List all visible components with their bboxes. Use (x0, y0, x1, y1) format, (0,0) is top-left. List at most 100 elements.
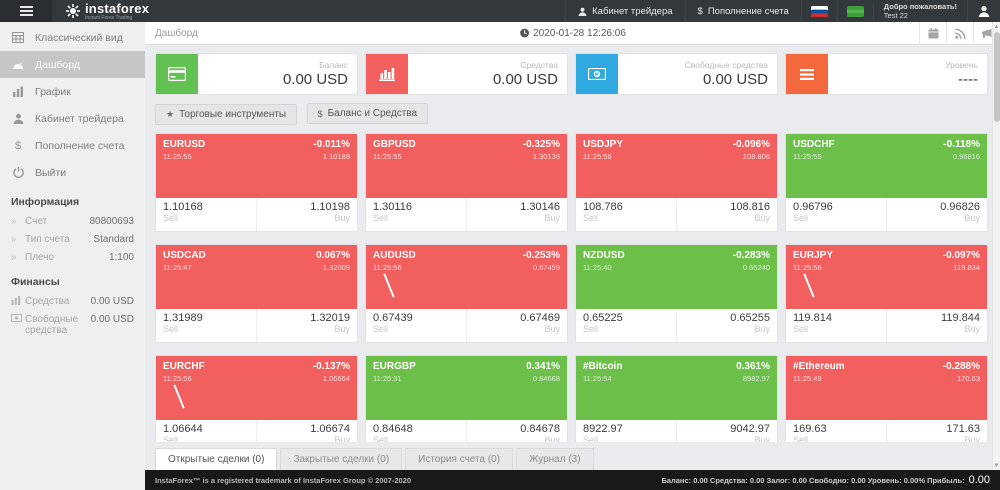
buy-quote[interactable]: 1.06674 Buy (257, 420, 357, 443)
sidebar-item-chart[interactable]: График (0, 78, 145, 105)
server-datetime: 2020-01-28 12:26:06 (519, 28, 626, 39)
tile-head[interactable]: USDJPY 11:25:56 -0.096% 108.806 (576, 133, 777, 198)
last-price: 170.63 (957, 373, 980, 383)
sell-quote[interactable]: 8922.97 Sell (576, 419, 677, 442)
buy-quote[interactable]: 1.32019 Buy (257, 309, 357, 342)
sidebar-item-deposit[interactable]: $ Пополнение счета (0, 132, 145, 159)
sell-label: Sell (793, 434, 809, 443)
instrument-symbol: #Ethereum (793, 360, 845, 372)
sidebar-item-label: Выйти (35, 166, 67, 179)
tile-head[interactable]: EURJPY 11:25:56 -0.097% 119.834 (786, 244, 987, 309)
calendar-icon[interactable] (919, 22, 946, 44)
tile-head[interactable]: USDCAD 11:25:47 0.067% 1.32009 (156, 244, 357, 309)
rss-icon[interactable] (946, 22, 973, 44)
tile-head[interactable]: EURCHF 11:25:56 -0.137% 1.06664 (156, 355, 357, 420)
free-margin-value: 0.00 USD (90, 313, 134, 325)
instrument-symbol: AUDUSD (373, 249, 416, 261)
tile-head[interactable]: EURUSD 11:25:55 -0.011% 1.10188 (156, 133, 357, 198)
sell-quote[interactable]: 0.96796 Sell (786, 197, 887, 231)
tile-head[interactable]: GBPUSD 11:25:55 -0.325% 1.30136 (366, 133, 567, 198)
avatar-button[interactable] (967, 0, 1000, 22)
sell-quote[interactable]: 0.67439 Sell (366, 308, 467, 342)
buy-price: 0.67469 (520, 311, 560, 324)
breadcrumb: Дашборд (155, 27, 198, 39)
buy-price: 119.844 (941, 311, 980, 324)
change-percent: -0.283% (732, 249, 770, 261)
sell-quote[interactable]: 108.786 Sell (576, 197, 677, 231)
buy-quote[interactable]: 9042.97 Buy (677, 420, 777, 443)
deposit-button[interactable]: $ Пополнение счета (684, 0, 801, 22)
sell-quote[interactable]: 1.10168 Sell (156, 197, 257, 231)
quote-time: 11:25:55 (163, 151, 192, 161)
buy-quote[interactable]: 0.84678 Buy (467, 420, 567, 443)
buy-quote[interactable]: 119.844 Buy (887, 309, 987, 342)
buy-quote[interactable]: 0.67469 Buy (467, 309, 567, 342)
sell-quote[interactable]: 0.84648 Sell (366, 419, 467, 443)
scrollbar-thumb[interactable] (994, 32, 1000, 122)
currency-switch[interactable] (836, 0, 873, 22)
tab-open-trades[interactable]: Открытые сделки (0) (155, 448, 278, 470)
tile-head[interactable]: AUDUSD 11:25:56 -0.253% 0.67459 (366, 244, 567, 309)
buy-label: Buy (754, 323, 770, 334)
sell-label: Sell (163, 323, 179, 334)
sell-label: Sell (373, 212, 389, 223)
buy-quote[interactable]: 171.63 Buy (887, 420, 987, 443)
last-price: 1.06664 (322, 373, 350, 383)
tab-closed-trades[interactable]: Закрытые сделки (0) (280, 448, 403, 470)
buy-quote[interactable]: 0.96826 Buy (887, 198, 987, 231)
sell-label: Sell (373, 434, 389, 443)
sidebar-item-dashboard[interactable]: Дашборд (0, 51, 145, 78)
tab-journal[interactable]: Журнал (3) (516, 448, 594, 470)
last-price: 1.10188 (322, 151, 350, 161)
change-percent: -0.137% (312, 360, 350, 372)
buy-price: 1.30146 (520, 200, 560, 213)
equity-value: 0.00 USD (492, 71, 558, 88)
sell-quote[interactable]: 1.31989 Sell (156, 308, 257, 342)
scrollbar[interactable]: ▲ ▼ (992, 22, 1000, 470)
tile-head[interactable]: #Ethereum 11:25:49 -0.288% 170.63 (786, 355, 987, 420)
tab-account-history[interactable]: История счета (0) (405, 448, 514, 470)
level-value: ---- (958, 71, 978, 88)
list-icon (786, 54, 828, 94)
welcome-text: Добро пожаловать! (883, 1, 957, 11)
change-percent: 0.361% (736, 360, 770, 372)
deposit-label: Пополнение счета (707, 5, 789, 17)
change-percent: -0.253% (522, 249, 560, 261)
menu-toggle-button[interactable] (0, 0, 52, 22)
tile-head[interactable]: USDCHF 11:25:55 -0.118% 0.96816 (786, 133, 987, 198)
sell-price: 0.67439 (373, 311, 413, 324)
button-label: Торговые инструменты (179, 108, 287, 120)
trader-cabinet-button[interactable]: Кабинет трейдера (565, 0, 684, 22)
balance-funds-button[interactable]: $ Баланс и Средства (306, 103, 429, 124)
sell-quote[interactable]: 119.814 Sell (786, 308, 887, 342)
sidebar-item-logout[interactable]: Выйти (0, 159, 145, 186)
scroll-down-icon[interactable]: ▼ (993, 462, 1000, 469)
sidebar-item-trader-cabinet[interactable]: Кабинет трейдера (0, 105, 145, 132)
buy-quote[interactable]: 1.10198 Buy (257, 198, 357, 231)
change-percent: -0.011% (313, 138, 350, 150)
buy-price: 9042.97 (730, 422, 770, 435)
sell-quote[interactable]: 169.63 Sell (786, 419, 887, 443)
summary-cards: Баланс 0.00 USD Средства 0.00 USD $ Своб… (155, 53, 988, 95)
card-label: Баланс (319, 60, 348, 70)
sidebar-item-classic-view[interactable]: Классический вид (0, 24, 145, 51)
language-switch-russian[interactable] (800, 0, 837, 22)
brand-logo[interactable]: instaforex Instant Forex Trading (66, 2, 149, 21)
tile-head[interactable]: EURGBP 11:25:31 0.341% 0.84668 (366, 355, 567, 420)
instrument-symbol: EURGBP (373, 360, 416, 372)
trading-instruments-button[interactable]: ★ Торговые инструменты (155, 103, 298, 125)
tile-head[interactable]: #Bitcoin 11:25:54 0.361% 8982.97 (576, 355, 777, 420)
buy-quote[interactable]: 1.30146 Buy (467, 198, 567, 231)
tile-head[interactable]: NZDUSD 11:25:40 -0.283% 0.65240 (576, 244, 777, 309)
tile-gbpusd: GBPUSD 11:25:55 -0.325% 1.30136 1.30116 Sel… (365, 132, 568, 232)
buy-quote[interactable]: 0.65255 Buy (677, 309, 777, 342)
megaphone-icon[interactable] (973, 22, 1000, 44)
sell-quote[interactable]: 0.65225 Sell (576, 308, 677, 342)
sell-price: 8922.97 (583, 422, 623, 435)
scroll-up-icon[interactable]: ▲ (993, 23, 1000, 30)
sell-quote[interactable]: 1.06644 Sell (156, 419, 257, 442)
buy-quote[interactable]: 108.816 Buy (677, 198, 777, 231)
change-percent: 0.341% (526, 360, 560, 372)
sell-price: 1.31989 (163, 311, 203, 324)
sell-quote[interactable]: 1.30116 Sell (366, 197, 467, 231)
